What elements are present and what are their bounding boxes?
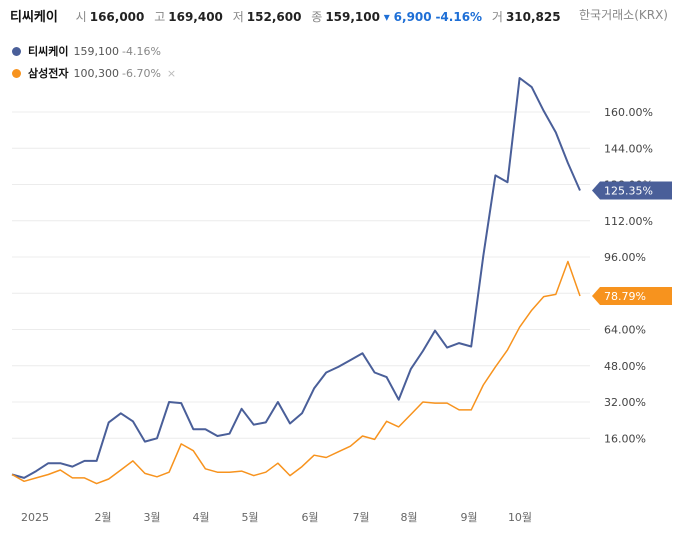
series-line-1 — [11, 77, 581, 479]
y-axis: 16.00%32.00%48.00%64.00%80.00%96.00%112.… — [604, 106, 653, 445]
change-down-icon: ▾ — [383, 10, 390, 24]
last-value-label: 78.79% — [604, 290, 646, 303]
y-tick-label: 48.00% — [604, 360, 646, 373]
change-pct: -4.16% — [435, 10, 483, 24]
y-tick-label: 16.00% — [604, 432, 646, 445]
x-tick-label: 10월 — [508, 511, 532, 524]
legend-series-name: 삼성전자 — [28, 67, 69, 80]
low-label: 저 — [232, 10, 244, 24]
legend-series-name: 티씨케이 — [28, 45, 69, 58]
y-tick-label: 64.00% — [604, 324, 646, 337]
legend-series-value: 100,300 — [73, 66, 119, 80]
series-line-2 — [11, 260, 581, 485]
x-tick-label: 7월 — [352, 511, 369, 524]
y-tick-label: 32.00% — [604, 396, 646, 409]
change-value: 6,900 — [393, 10, 432, 24]
volume-value: 310,825 — [505, 10, 561, 24]
x-tick-label: 4월 — [192, 511, 209, 524]
data-source: 한국거래소(KRX) — [579, 8, 668, 22]
close-value: 159,100 — [325, 10, 380, 24]
y-tick-label: 112.00% — [604, 215, 653, 228]
stock-name: 티씨케이 — [10, 10, 58, 25]
remove-series-close-icon[interactable]: × — [166, 66, 177, 80]
x-tick-label: 2025 — [21, 511, 49, 524]
series-color-dot — [12, 46, 21, 56]
x-axis: 2025 2월 3월 4월 5월 6월 7월 8월 9월 10월 — [21, 511, 532, 524]
close-label: 종 — [311, 10, 323, 24]
y-tick-label: 160.00% — [604, 106, 653, 119]
chart-legend: 티씨케이 159,100 -4.16% 삼성전자 100,300 -6.70% … — [12, 40, 176, 84]
x-tick-label: 6월 — [301, 511, 318, 524]
open-value: 166,000 — [89, 10, 145, 24]
x-tick-label: 3월 — [143, 511, 160, 524]
chart-lines — [11, 77, 581, 485]
volume-label: 거 — [491, 10, 503, 24]
x-tick-label: 8월 — [400, 511, 417, 524]
last-value-label: 125.35% — [604, 185, 653, 198]
y-tick-label: 144.00% — [604, 142, 653, 155]
x-tick-label: 9월 — [460, 511, 477, 524]
legend-item-series-2[interactable]: 삼성전자 100,300 -6.70% × — [12, 62, 176, 84]
legend-series-value: 159,100 — [73, 44, 119, 58]
high-label: 고 — [154, 10, 166, 24]
x-tick-label: 2월 — [94, 511, 111, 524]
last-value-badge-2: 78.79% — [592, 286, 672, 305]
legend-series-pct: -4.16% — [121, 44, 161, 58]
high-value: 169,400 — [168, 10, 223, 24]
legend-item-series-1[interactable]: 티씨케이 159,100 -4.16% — [12, 40, 176, 62]
legend-series-pct: -6.70% — [121, 66, 161, 80]
y-tick-label: 96.00% — [604, 251, 646, 264]
low-value: 152,600 — [246, 10, 302, 24]
series-color-dot — [12, 68, 21, 78]
x-tick-label: 5월 — [241, 511, 258, 524]
open-label: 시 — [75, 10, 87, 24]
last-value-badges: 125.35% 78.79% — [592, 181, 672, 305]
last-value-badge-1: 125.35% — [592, 181, 672, 200]
stock-header: 티씨케이 시 166,000 고 169,400 저 152,600 종 159,100… — [10, 6, 668, 26]
chart-grid — [12, 111, 590, 439]
